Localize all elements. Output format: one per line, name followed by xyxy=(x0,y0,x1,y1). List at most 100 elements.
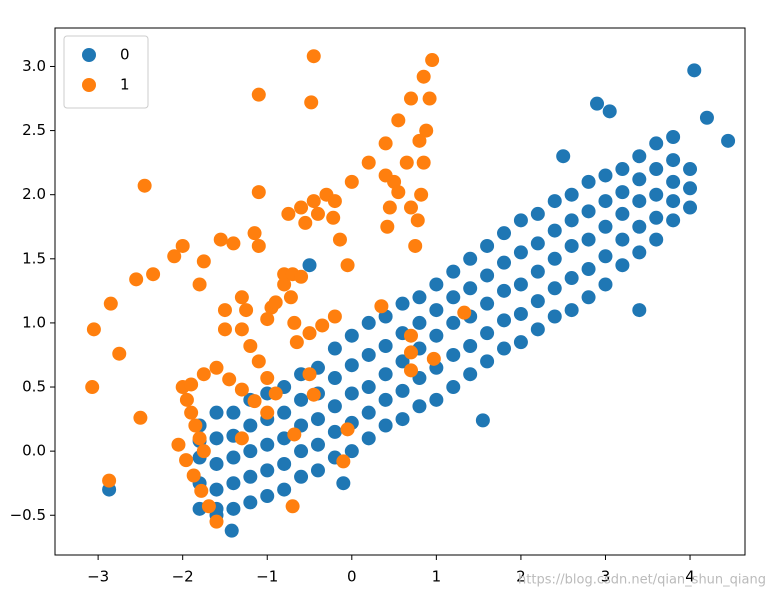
point xyxy=(480,354,495,369)
point xyxy=(598,249,613,264)
point xyxy=(306,194,321,209)
point xyxy=(129,272,144,287)
point xyxy=(378,367,393,382)
point xyxy=(310,206,325,221)
point xyxy=(463,281,478,296)
point xyxy=(268,386,283,401)
point xyxy=(463,338,478,353)
point xyxy=(649,162,664,177)
point xyxy=(146,267,161,282)
point xyxy=(361,405,376,420)
point xyxy=(429,277,444,292)
point xyxy=(327,309,342,324)
point xyxy=(260,489,275,504)
point xyxy=(391,185,406,200)
point xyxy=(403,91,418,106)
point xyxy=(632,303,647,318)
point xyxy=(243,469,258,484)
point xyxy=(395,412,410,427)
point xyxy=(446,315,461,330)
point xyxy=(530,294,545,309)
point xyxy=(564,213,579,228)
point xyxy=(260,405,275,420)
point xyxy=(344,358,359,373)
x-tick-label: −2 xyxy=(172,568,194,586)
point xyxy=(547,223,562,238)
point xyxy=(513,335,528,350)
point xyxy=(513,306,528,321)
point xyxy=(209,431,224,446)
point xyxy=(251,354,266,369)
point xyxy=(294,392,309,407)
point xyxy=(192,431,207,446)
point xyxy=(287,427,302,442)
point xyxy=(598,277,613,292)
point xyxy=(247,394,262,409)
x-tick-label: −1 xyxy=(256,568,278,586)
point xyxy=(395,296,410,311)
point xyxy=(497,283,512,298)
point xyxy=(171,437,186,452)
point xyxy=(209,405,224,420)
point xyxy=(425,53,440,68)
point xyxy=(179,453,194,468)
point xyxy=(137,178,152,193)
point xyxy=(687,63,702,78)
point xyxy=(344,174,359,189)
point xyxy=(243,338,258,353)
point xyxy=(463,251,478,266)
point xyxy=(403,200,418,215)
point xyxy=(632,194,647,209)
point xyxy=(217,303,232,318)
point xyxy=(175,238,190,253)
point xyxy=(408,238,423,253)
point xyxy=(429,303,444,318)
point xyxy=(327,424,342,439)
y-tick-label: 0.0 xyxy=(22,442,46,460)
point xyxy=(196,367,211,382)
point xyxy=(598,168,613,183)
point xyxy=(234,290,249,305)
point xyxy=(666,194,681,209)
point xyxy=(446,290,461,305)
point xyxy=(224,523,239,538)
point xyxy=(564,238,579,253)
point xyxy=(419,123,434,138)
point xyxy=(513,277,528,292)
point xyxy=(513,213,528,228)
y-tick-label: −0.5 xyxy=(10,506,46,524)
point xyxy=(209,514,224,529)
point xyxy=(251,185,266,200)
point xyxy=(243,444,258,459)
point xyxy=(649,136,664,151)
point xyxy=(304,95,319,110)
point xyxy=(340,422,355,437)
legend-marker xyxy=(82,48,96,62)
point xyxy=(102,473,117,488)
point xyxy=(598,219,613,234)
point xyxy=(361,431,376,446)
point xyxy=(226,450,241,465)
y-tick-label: 1.0 xyxy=(22,313,46,331)
point xyxy=(403,345,418,360)
point xyxy=(86,322,101,337)
point xyxy=(480,238,495,253)
point xyxy=(416,69,431,84)
point xyxy=(530,236,545,251)
point xyxy=(530,264,545,279)
point xyxy=(247,226,262,241)
point xyxy=(602,104,617,119)
point xyxy=(281,206,296,221)
y-tick-label: 3.0 xyxy=(22,57,46,75)
point xyxy=(186,468,201,483)
point xyxy=(391,113,406,128)
point xyxy=(302,258,317,273)
point xyxy=(497,226,512,241)
point xyxy=(422,91,437,106)
point xyxy=(615,258,630,273)
point xyxy=(209,482,224,497)
point xyxy=(480,296,495,311)
point xyxy=(403,328,418,343)
point xyxy=(426,351,441,366)
point xyxy=(497,341,512,356)
